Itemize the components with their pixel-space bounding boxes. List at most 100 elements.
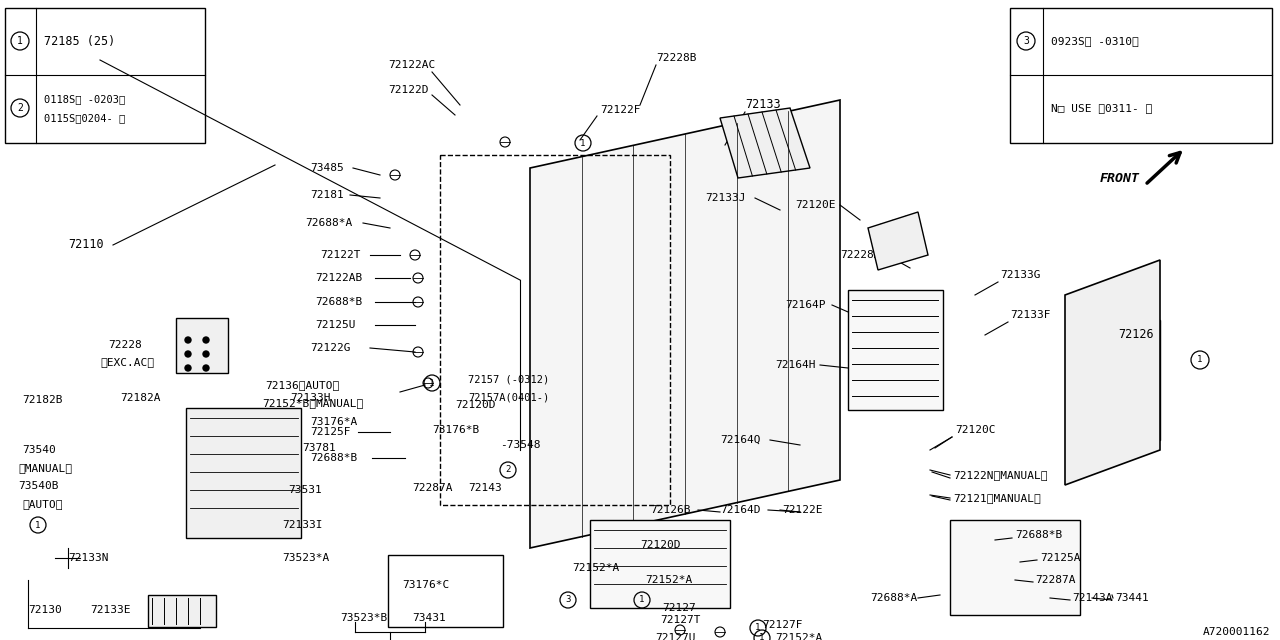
Text: 72228A: 72228A [840,250,881,260]
Text: 72688*A: 72688*A [305,218,352,228]
Text: 72126B: 72126B [650,505,690,515]
Text: 3: 3 [1023,36,1029,46]
Text: 1: 1 [1197,355,1203,365]
Text: 72133: 72133 [745,99,781,111]
Bar [1070,320,1160,440]
Text: 73540B: 73540B [18,481,59,491]
Bar [849,290,943,410]
Circle shape [186,365,191,371]
Text: 72121〈MANUAL〉: 72121〈MANUAL〉 [954,493,1041,503]
Text: 2: 2 [17,103,23,113]
Text: 72182A: 72182A [120,393,160,403]
Text: 72164P: 72164P [785,300,826,310]
Bar [148,595,216,627]
Text: 72152*A: 72152*A [774,633,822,640]
Text: 72122F: 72122F [600,105,640,115]
Text: 72125F: 72125F [310,427,351,437]
Text: 72110: 72110 [68,239,104,252]
Text: 3: 3 [566,595,571,605]
Polygon shape [719,108,810,178]
Text: 72125A: 72125A [1039,553,1080,563]
Text: 72164H: 72164H [774,360,815,370]
Text: 72125U: 72125U [315,320,356,330]
Text: 72133H: 72133H [291,393,330,403]
Circle shape [204,365,209,371]
Text: 72133J: 72133J [705,193,745,203]
Text: 73176*B: 73176*B [433,425,479,435]
Text: 72157A(0401-): 72157A(0401-) [468,392,549,402]
Text: 72688*B: 72688*B [310,453,357,463]
Text: 0115S〈0204- 〉: 0115S〈0204- 〉 [44,113,125,123]
Text: 72133F: 72133F [1010,310,1051,320]
Polygon shape [530,100,840,548]
Text: 73431: 73431 [412,613,445,623]
Text: 1: 1 [759,634,764,640]
Text: 72120C: 72120C [955,425,996,435]
Text: 72228: 72228 [108,340,142,350]
Text: 72143: 72143 [468,483,502,493]
Text: 72287A: 72287A [1036,575,1075,585]
Circle shape [204,351,209,357]
Text: 1: 1 [429,378,435,387]
Text: 1: 1 [580,138,586,147]
Text: 72127U: 72127U [655,633,695,640]
Text: 73523*B: 73523*B [340,613,388,623]
Text: 72152*A: 72152*A [572,563,620,573]
Text: 72185 (25): 72185 (25) [44,35,115,47]
Bar [186,408,301,538]
Text: 72136〈AUTO〉: 72136〈AUTO〉 [265,380,339,390]
Text: FRONT: FRONT [1100,172,1140,184]
Text: 1: 1 [755,623,760,632]
Text: 72133N: 72133N [68,553,109,563]
Text: 〈EXC.AC〉: 〈EXC.AC〉 [100,357,154,367]
Text: 72122T: 72122T [320,250,361,260]
Text: 73176*A: 73176*A [310,417,357,427]
Text: 73441: 73441 [1115,593,1148,603]
Bar [5,8,205,143]
Circle shape [204,337,209,343]
Bar [950,520,1080,615]
Text: 72130: 72130 [28,605,61,615]
Text: 72127F: 72127F [762,620,803,630]
Text: 1: 1 [17,36,23,46]
Circle shape [186,337,191,343]
Text: 2: 2 [506,465,511,474]
Polygon shape [1065,260,1160,485]
Bar [388,555,503,627]
Text: 72120D: 72120D [454,400,495,410]
Text: A720001162: A720001162 [1202,627,1270,637]
Text: 1: 1 [639,595,645,605]
Text: 1: 1 [36,520,41,529]
Text: 72287A: 72287A [412,483,453,493]
Text: 72688*B: 72688*B [315,297,362,307]
Text: 0923S〈 -0310〉: 0923S〈 -0310〉 [1051,36,1139,46]
Text: 72120E: 72120E [795,200,836,210]
Text: 72157 (-0312): 72157 (-0312) [468,375,549,385]
Text: 72133G: 72133G [1000,270,1041,280]
Text: 72152*B〈MANUAL〉: 72152*B〈MANUAL〉 [262,398,364,408]
Text: 72133I: 72133I [282,520,323,530]
Text: 72122G: 72122G [310,343,351,353]
Text: 72127: 72127 [662,603,696,613]
Text: 73523*A: 73523*A [282,553,329,563]
Text: 72688*A: 72688*A [870,593,918,603]
Bar [177,318,228,373]
Text: 72181: 72181 [310,190,344,200]
Text: 73485: 73485 [310,163,344,173]
Text: 73176*C: 73176*C [402,580,449,590]
Text: 72164Q: 72164Q [719,435,760,445]
Text: 72133E: 72133E [90,605,131,615]
Text: 72122N〈MANUAL〉: 72122N〈MANUAL〉 [954,470,1047,480]
Text: 73540: 73540 [22,445,56,455]
Bar [1010,8,1272,143]
Text: 73531: 73531 [288,485,321,495]
Text: 72122AC: 72122AC [388,60,435,70]
Text: 〈MANUAL〉: 〈MANUAL〉 [18,463,72,473]
Text: 72120D: 72120D [640,540,681,550]
Text: -73548: -73548 [500,440,540,450]
Bar [590,520,730,608]
Text: 0118S〈 -0203〉: 0118S〈 -0203〉 [44,94,125,104]
Text: 72122D: 72122D [388,85,429,95]
Bar [440,155,669,505]
Text: 72127T: 72127T [660,615,700,625]
